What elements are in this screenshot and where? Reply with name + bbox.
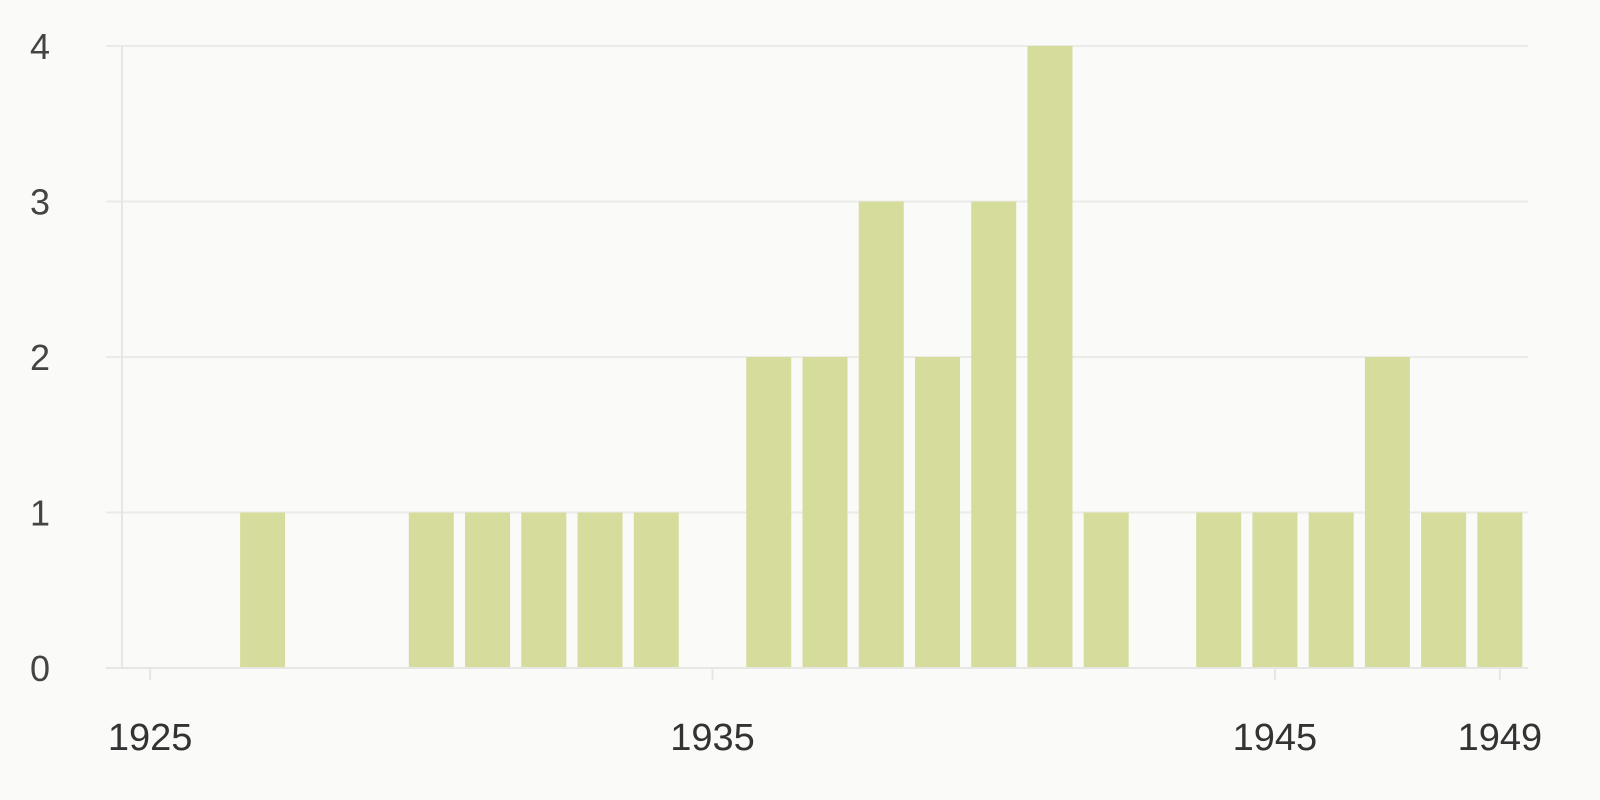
bar: [971, 201, 1017, 668]
bar: [240, 512, 286, 668]
bar: [1364, 357, 1410, 668]
x-tick-label: 1945: [1233, 717, 1318, 759]
bar: [1477, 512, 1523, 668]
bar: [802, 357, 848, 668]
bar: [465, 512, 511, 668]
bar: [1027, 46, 1073, 668]
bar: [1196, 512, 1242, 668]
y-tick-label: 2: [30, 337, 50, 378]
bar: [408, 512, 454, 668]
bar: [1083, 512, 1129, 668]
bar: [521, 512, 567, 668]
bar: [914, 357, 960, 668]
bar: [577, 512, 623, 668]
bar: [858, 201, 904, 668]
bar: [633, 512, 679, 668]
bar: [746, 357, 792, 668]
bar: [1252, 512, 1298, 668]
axes: [106, 46, 1528, 680]
x-tick-label: 1925: [108, 717, 193, 759]
y-tick-label: 4: [30, 26, 50, 67]
x-tick-label: 1935: [670, 717, 755, 759]
bar: [1308, 512, 1354, 668]
y-tick-labels: 0 1 2 3 4: [30, 26, 50, 689]
y-tick-label: 3: [30, 182, 50, 223]
y-tick-label: 1: [30, 493, 50, 534]
x-tick-label: 1949: [1458, 717, 1543, 759]
y-tick-label: 0: [30, 648, 50, 689]
bars: [240, 46, 1523, 668]
bar: [1421, 512, 1467, 668]
x-tick-labels: 1925 1935 1945 1949: [108, 717, 1542, 759]
